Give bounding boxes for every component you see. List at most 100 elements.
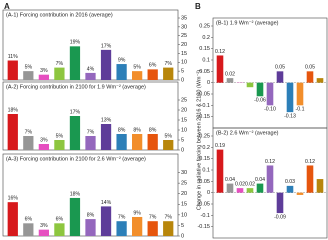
value-label: 18%	[70, 191, 81, 197]
panel-title: (A-1) Forcing contribution in 2016 (aver…	[6, 12, 113, 18]
bar	[216, 55, 224, 83]
bar	[69, 116, 81, 150]
y-tick-label: 30	[181, 170, 187, 176]
bar	[236, 188, 244, 193]
value-label: 8%	[133, 127, 141, 133]
value-label: 6%	[25, 217, 33, 223]
panel-title: (B-1) 1.9 Wm⁻² (average)	[216, 20, 279, 26]
value-label: 16%	[8, 196, 19, 202]
y-tick-label: 5	[181, 137, 184, 143]
value-label: 17%	[101, 43, 112, 49]
bar	[7, 60, 18, 80]
y-tick-label: 25	[181, 33, 187, 39]
value-label: 7%	[164, 61, 172, 67]
bar	[132, 216, 143, 236]
y-tick-label: 30	[181, 24, 187, 30]
bar	[316, 179, 324, 193]
y-tick-label: -0.1	[201, 213, 210, 219]
bar	[85, 219, 96, 236]
y-tick-label: 0	[207, 80, 210, 86]
y-tick-label: -0.15	[197, 224, 210, 230]
y-tick-label: 0	[181, 77, 184, 83]
value-label: 7%	[118, 215, 126, 221]
y-tick-label: -0.15	[197, 114, 210, 120]
value-label: 13%	[101, 117, 112, 123]
value-label: 5%	[56, 133, 64, 139]
y-tick-label: 0	[181, 233, 184, 239]
value-label: 3%	[40, 137, 48, 143]
bar	[38, 229, 49, 236]
value-label: 0.02	[245, 182, 255, 188]
bar	[100, 49, 112, 80]
bar	[54, 223, 65, 236]
y-tick-label: 0.15	[199, 46, 210, 52]
y-tick-label: 15	[181, 117, 187, 123]
bar	[85, 136, 96, 150]
panel-title: (A-3) Forcing contribution in 2100 for 2…	[6, 156, 146, 162]
value-label: 3%	[40, 68, 48, 74]
bar	[38, 144, 49, 150]
bar	[256, 183, 264, 193]
value-label: 0.12	[305, 159, 315, 165]
bar	[23, 136, 34, 150]
value-label: 3%	[40, 223, 48, 229]
value-label: 17%	[70, 109, 81, 115]
bar	[266, 165, 274, 193]
value-label: 8%	[149, 127, 157, 133]
value-label: 0.19	[215, 143, 225, 149]
bar	[286, 82, 294, 113]
bar	[69, 197, 81, 236]
bar	[246, 82, 254, 88]
y-tick-label: 5	[181, 69, 184, 75]
bar	[163, 140, 174, 150]
value-label: 0.02	[225, 72, 235, 78]
value-label: 0.03	[285, 179, 295, 185]
y-tick-label: 0.25	[199, 23, 210, 29]
bar	[116, 221, 127, 236]
panel-label: A	[4, 2, 10, 11]
bar	[54, 67, 65, 80]
bar	[116, 64, 127, 80]
value-label: -0.10	[264, 107, 276, 113]
bar	[316, 78, 324, 83]
bar	[23, 71, 34, 80]
value-label: 11%	[8, 54, 18, 60]
value-label: 0.05	[305, 65, 315, 71]
value-label: 18%	[8, 107, 19, 113]
panel-title: (A-2) Forcing contribution in 2100 for 1…	[6, 84, 146, 90]
y-tick-label: 35	[181, 15, 187, 21]
y-tick-label: 0.05	[199, 179, 210, 185]
bar	[163, 67, 174, 80]
y-tick-label: 0.05	[199, 69, 210, 75]
bar	[246, 188, 254, 193]
y-axis-title: Change in radiative forcing between 2016…	[196, 70, 202, 210]
value-label: 9%	[118, 57, 126, 63]
y-tick-label: 15	[181, 51, 187, 57]
panel-label: B	[195, 2, 201, 11]
value-label: -0.1	[296, 107, 305, 113]
bar	[306, 165, 314, 193]
value-label: 7%	[56, 61, 64, 67]
bar	[7, 114, 18, 150]
value-label: 6%	[56, 217, 64, 223]
y-tick-label: 0.25	[199, 133, 210, 139]
y-tick-label: 0.2	[202, 145, 210, 151]
bar	[296, 82, 304, 106]
value-label: 8%	[87, 212, 95, 218]
value-label: 0.05	[275, 65, 285, 71]
value-label: 7%	[25, 129, 33, 135]
bar	[266, 82, 274, 106]
value-label: 5%	[25, 65, 33, 71]
value-label: 5%	[164, 133, 172, 139]
value-label: 5%	[133, 65, 141, 71]
bar	[132, 134, 143, 150]
bar	[54, 140, 65, 150]
y-tick-label: 20	[181, 42, 187, 48]
bar	[296, 192, 304, 195]
value-label: 4%	[87, 66, 95, 72]
y-tick-label: 5	[181, 223, 184, 229]
y-tick-label: 0.1	[202, 167, 210, 173]
value-label: 0.04	[225, 177, 235, 183]
bar	[276, 192, 284, 214]
